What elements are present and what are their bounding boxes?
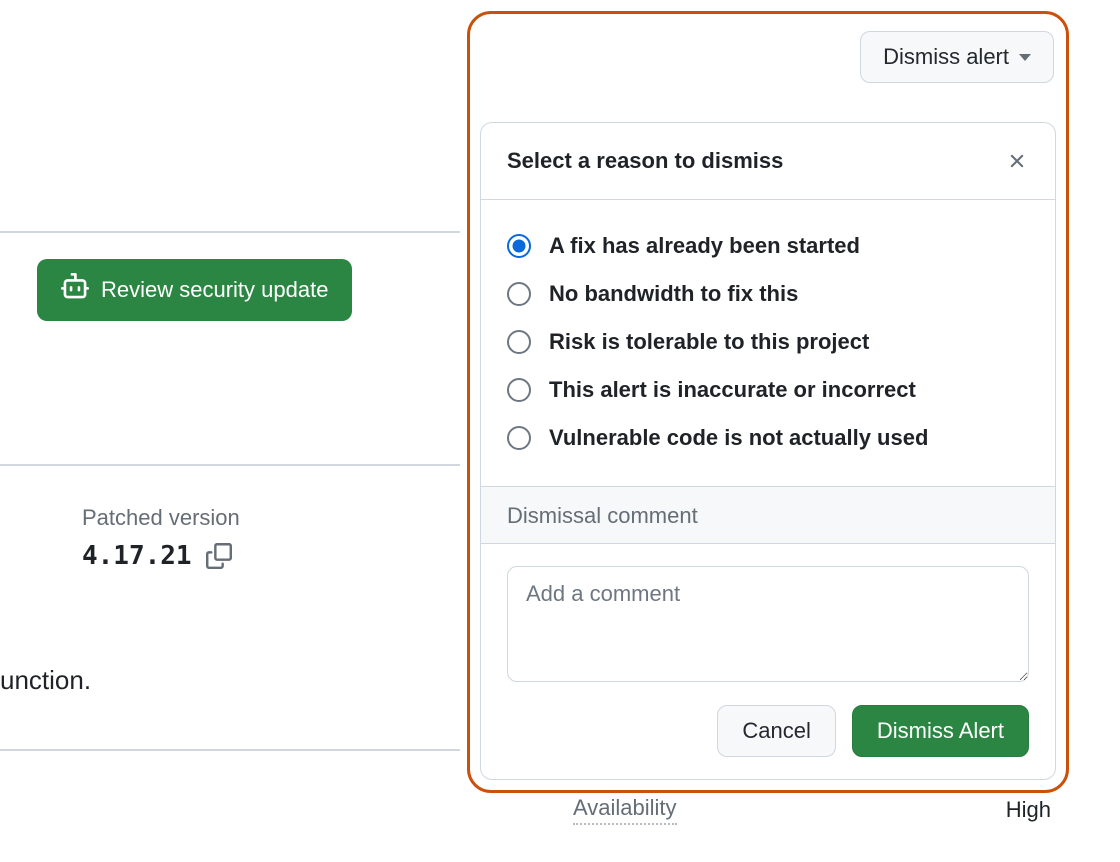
availability-value: High xyxy=(1006,797,1051,823)
radio-icon xyxy=(507,234,531,258)
patched-version-value: 4.17.21 xyxy=(82,541,192,571)
dismissal-comment-label: Dismissal comment xyxy=(481,486,1055,544)
patched-version-label: Patched version xyxy=(82,505,240,531)
section-divider xyxy=(0,231,460,233)
dismiss-reason-option[interactable]: This alert is inaccurate or incorrect xyxy=(507,366,1029,414)
highlight-frame: Dismiss alert Select a reason to dismiss… xyxy=(467,11,1069,793)
dismiss-reason-option[interactable]: Vulnerable code is not actually used xyxy=(507,414,1029,462)
dismiss-reason-option[interactable]: Risk is tolerable to this project xyxy=(507,318,1029,366)
dismiss-reason-option-label: A fix has already been started xyxy=(549,233,860,259)
dismiss-alert-submit-button[interactable]: Dismiss Alert xyxy=(852,705,1029,757)
close-icon xyxy=(1006,150,1028,172)
section-divider xyxy=(0,464,460,466)
radio-icon xyxy=(507,330,531,354)
patched-version-block: Patched version 4.17.21 xyxy=(82,505,240,571)
dismiss-alert-label: Dismiss alert xyxy=(883,44,1009,70)
popover-title: Select a reason to dismiss xyxy=(507,148,783,174)
dismiss-reason-option-label: No bandwidth to fix this xyxy=(549,281,798,307)
radio-icon xyxy=(507,282,531,306)
caret-down-icon xyxy=(1019,54,1031,61)
severity-row-availability: Availability High xyxy=(573,795,1051,825)
dismiss-reason-option-label: This alert is inaccurate or incorrect xyxy=(549,377,916,403)
dismiss-alert-dropdown-button[interactable]: Dismiss alert xyxy=(860,31,1054,83)
section-divider xyxy=(0,749,460,751)
dependabot-icon xyxy=(61,273,89,307)
close-button[interactable] xyxy=(999,143,1035,179)
radio-icon xyxy=(507,426,531,450)
dismissal-comment-input[interactable] xyxy=(507,566,1029,682)
dismiss-reason-option[interactable]: A fix has already been started xyxy=(507,222,1029,270)
dismiss-reason-popover: Select a reason to dismiss A fix has alr… xyxy=(480,122,1056,780)
dismiss-reason-options: A fix has already been started No bandwid… xyxy=(481,200,1055,486)
cancel-button[interactable]: Cancel xyxy=(717,705,835,757)
radio-icon xyxy=(507,378,531,402)
dismiss-reason-option-label: Vulnerable code is not actually used xyxy=(549,425,928,451)
dismiss-reason-option-label: Risk is tolerable to this project xyxy=(549,329,869,355)
dismiss-reason-option[interactable]: No bandwidth to fix this xyxy=(507,270,1029,318)
description-fragment: unction. xyxy=(0,665,91,696)
review-security-update-label: Review security update xyxy=(101,277,328,303)
availability-label: Availability xyxy=(573,795,677,825)
copy-icon[interactable] xyxy=(206,543,232,569)
review-security-update-button[interactable]: Review security update xyxy=(37,259,352,321)
